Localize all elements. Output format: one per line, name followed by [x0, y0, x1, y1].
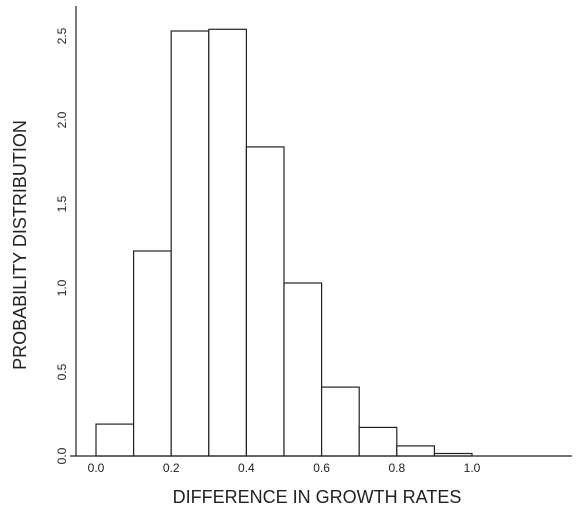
y-tick-label: 1.5 [55, 195, 69, 212]
histogram-bar [133, 250, 172, 457]
y-tick-label: 2.0 [55, 111, 69, 128]
histogram-bar [321, 386, 360, 457]
histogram-bar [358, 426, 398, 457]
x-tick-label: 1.0 [464, 461, 481, 475]
histogram-bar [170, 30, 210, 457]
y-tick-label: 1.0 [55, 279, 69, 296]
x-tick-label: 0.0 [88, 461, 105, 475]
x-tick-label: 0.6 [313, 461, 330, 475]
histogram-bar [95, 423, 135, 457]
x-tick-label: 0.4 [238, 461, 255, 475]
x-tick-label: 0.8 [388, 461, 405, 475]
histogram-bar [283, 282, 323, 457]
x-tick-label: 0.2 [163, 461, 180, 475]
x-axis-title: DIFFERENCE IN GROWTH RATES [173, 487, 462, 507]
y-axis-title: PROBABILITY DISTRIBUTION [10, 120, 30, 370]
histogram-bar [208, 28, 248, 457]
bars-group [95, 28, 473, 457]
y-tick-label: 0.0 [55, 447, 69, 464]
y-tick-label: 2.5 [55, 27, 69, 44]
axes-group: 0.0 0.2 0.4 0.6 0.8 1.0 0.0 0.5 1.0 1.5 2.0 2.5 [55, 6, 572, 475]
histogram-bar [396, 445, 435, 457]
histogram-bar [245, 146, 285, 457]
y-tick-label: 0.5 [55, 363, 69, 380]
